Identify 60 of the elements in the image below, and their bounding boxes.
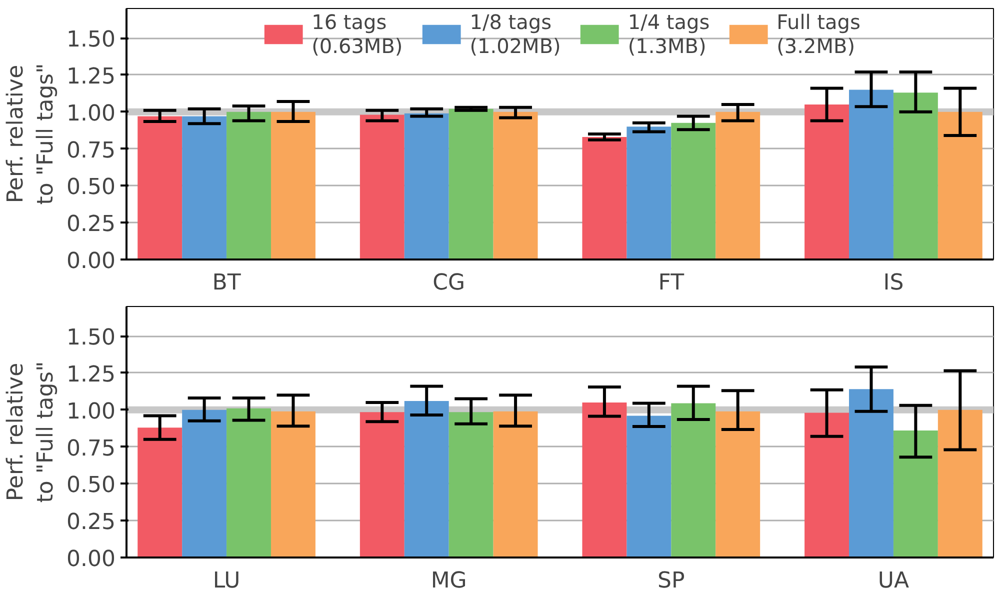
bar xyxy=(493,112,538,260)
bar xyxy=(448,412,494,558)
bar xyxy=(360,114,404,260)
y-tick-label: 1.00 xyxy=(66,101,116,126)
legend-label: 16 tags (0.63MB) xyxy=(312,10,403,58)
x-tick-label: CG xyxy=(432,270,466,296)
y-tick-label: 1.50 xyxy=(66,326,116,351)
bar xyxy=(582,402,627,558)
bar xyxy=(271,411,316,558)
x-tick-label: BT xyxy=(212,270,242,296)
y-axis-title: Perf. relative to "Full tags" xyxy=(4,361,59,503)
y-tick-label: 1.25 xyxy=(66,362,116,388)
bar xyxy=(226,112,271,260)
y-tick-label: 0.00 xyxy=(66,547,116,572)
bar xyxy=(804,412,849,558)
y-tick-label: 0.50 xyxy=(66,473,116,498)
x-tick-label: IS xyxy=(883,270,904,296)
bar xyxy=(716,112,760,260)
y-tick-label: 0.75 xyxy=(66,436,116,462)
x-tick-label: UA xyxy=(878,568,910,594)
x-tick-label: LU xyxy=(212,568,240,594)
bar xyxy=(182,410,227,558)
bar xyxy=(404,113,449,260)
bar xyxy=(182,116,227,260)
bar xyxy=(226,408,271,558)
y-tick-label: 0.50 xyxy=(66,175,116,200)
y-tick-label: 1.00 xyxy=(66,399,116,424)
x-tick-label: MG xyxy=(430,568,467,594)
bar xyxy=(626,416,672,558)
bar xyxy=(493,411,538,558)
bar xyxy=(448,108,494,260)
bar xyxy=(893,430,938,558)
y-axis-title: Perf. relative to "Full tags" xyxy=(4,63,59,205)
legend-label: 1/8 tags (1.02MB) xyxy=(470,10,561,58)
y-tick-label: 0.75 xyxy=(66,138,116,164)
bar xyxy=(849,389,894,558)
bar xyxy=(671,122,716,260)
bar xyxy=(626,126,672,260)
bar xyxy=(938,112,982,260)
bar xyxy=(138,428,182,558)
x-tick-label: FT xyxy=(658,270,685,296)
y-tick-label: 1.50 xyxy=(66,28,116,53)
bar xyxy=(404,400,449,558)
y-tick-label: 1.25 xyxy=(66,64,116,90)
bar xyxy=(360,412,404,558)
legend-label: Full tags (3.2MB) xyxy=(776,10,860,58)
y-tick-label: 0.25 xyxy=(66,212,116,238)
x-tick-label: SP xyxy=(658,568,685,594)
y-tick-label: 0.00 xyxy=(66,249,116,274)
legend-label: 1/4 tags (1.3MB) xyxy=(628,10,710,58)
y-tick-label: 0.25 xyxy=(66,510,116,536)
bar xyxy=(804,104,849,260)
bar xyxy=(582,136,627,260)
bar xyxy=(138,116,182,260)
bar xyxy=(271,112,316,260)
bar xyxy=(938,410,982,558)
bar xyxy=(671,403,716,558)
bar xyxy=(893,92,938,260)
bar xyxy=(716,411,760,558)
bar xyxy=(849,90,894,260)
